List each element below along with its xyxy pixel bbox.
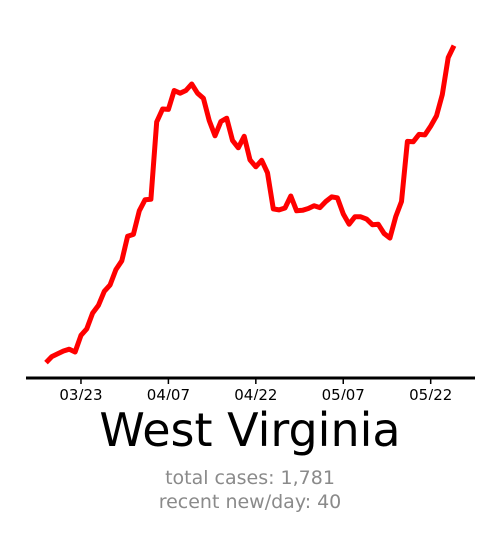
new-cases-series-line	[44, 44, 457, 365]
total-cases-label: total cases:	[165, 467, 275, 489]
x-tick-label: 03/23	[59, 386, 102, 400]
x-tick-labels: 03/23 04/07 04/22 05/07 05/22	[59, 378, 452, 400]
chart-title: West Virginia	[99, 403, 401, 457]
x-tick-label: 04/22	[234, 386, 277, 400]
recent-new-per-day-value: 40	[317, 491, 342, 513]
x-tick-label: 04/07	[147, 386, 190, 400]
recent-new-per-day-stat: recent new/day: 40	[0, 490, 500, 514]
total-cases-value: 1,781	[280, 467, 335, 489]
cases-line-chart: 03/23 04/07 04/22 05/07 05/22	[26, 44, 475, 400]
x-tick-label: 05/07	[322, 386, 365, 400]
recent-new-per-day-label: recent new/day:	[158, 491, 312, 513]
total-cases-stat: total cases: 1,781	[0, 466, 500, 490]
x-tick-label: 05/22	[409, 386, 452, 400]
